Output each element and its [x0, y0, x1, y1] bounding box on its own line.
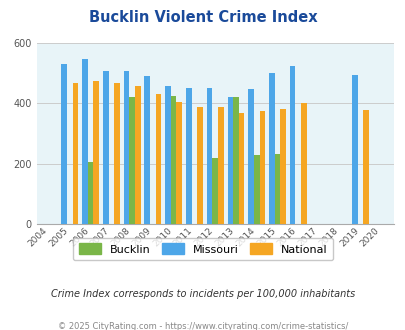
Bar: [269, 73, 274, 224]
Bar: [197, 107, 202, 224]
Bar: [155, 94, 161, 224]
Bar: [82, 59, 87, 224]
Bar: [301, 103, 306, 224]
Bar: [176, 102, 181, 224]
Bar: [61, 64, 67, 224]
Bar: [259, 111, 264, 224]
Bar: [87, 162, 93, 224]
Bar: [351, 75, 357, 224]
Bar: [212, 158, 217, 224]
Bar: [93, 81, 99, 224]
Bar: [165, 86, 171, 224]
Bar: [248, 89, 253, 224]
Bar: [114, 83, 119, 224]
Bar: [124, 71, 129, 224]
Bar: [232, 97, 238, 224]
Bar: [171, 96, 176, 224]
Bar: [129, 97, 134, 224]
Bar: [185, 88, 191, 224]
Bar: [102, 71, 108, 224]
Bar: [206, 88, 212, 224]
Text: © 2025 CityRating.com - https://www.cityrating.com/crime-statistics/: © 2025 CityRating.com - https://www.city…: [58, 322, 347, 330]
Bar: [217, 107, 223, 224]
Bar: [253, 155, 259, 224]
Legend: Bucklin, Missouri, National: Bucklin, Missouri, National: [73, 238, 332, 260]
Bar: [362, 110, 368, 224]
Bar: [134, 86, 140, 224]
Bar: [238, 113, 244, 224]
Bar: [227, 97, 232, 224]
Bar: [144, 76, 150, 224]
Bar: [72, 82, 78, 224]
Bar: [289, 66, 295, 224]
Bar: [274, 154, 279, 224]
Text: Bucklin Violent Crime Index: Bucklin Violent Crime Index: [88, 10, 317, 25]
Text: Crime Index corresponds to incidents per 100,000 inhabitants: Crime Index corresponds to incidents per…: [51, 289, 354, 299]
Bar: [279, 109, 285, 224]
